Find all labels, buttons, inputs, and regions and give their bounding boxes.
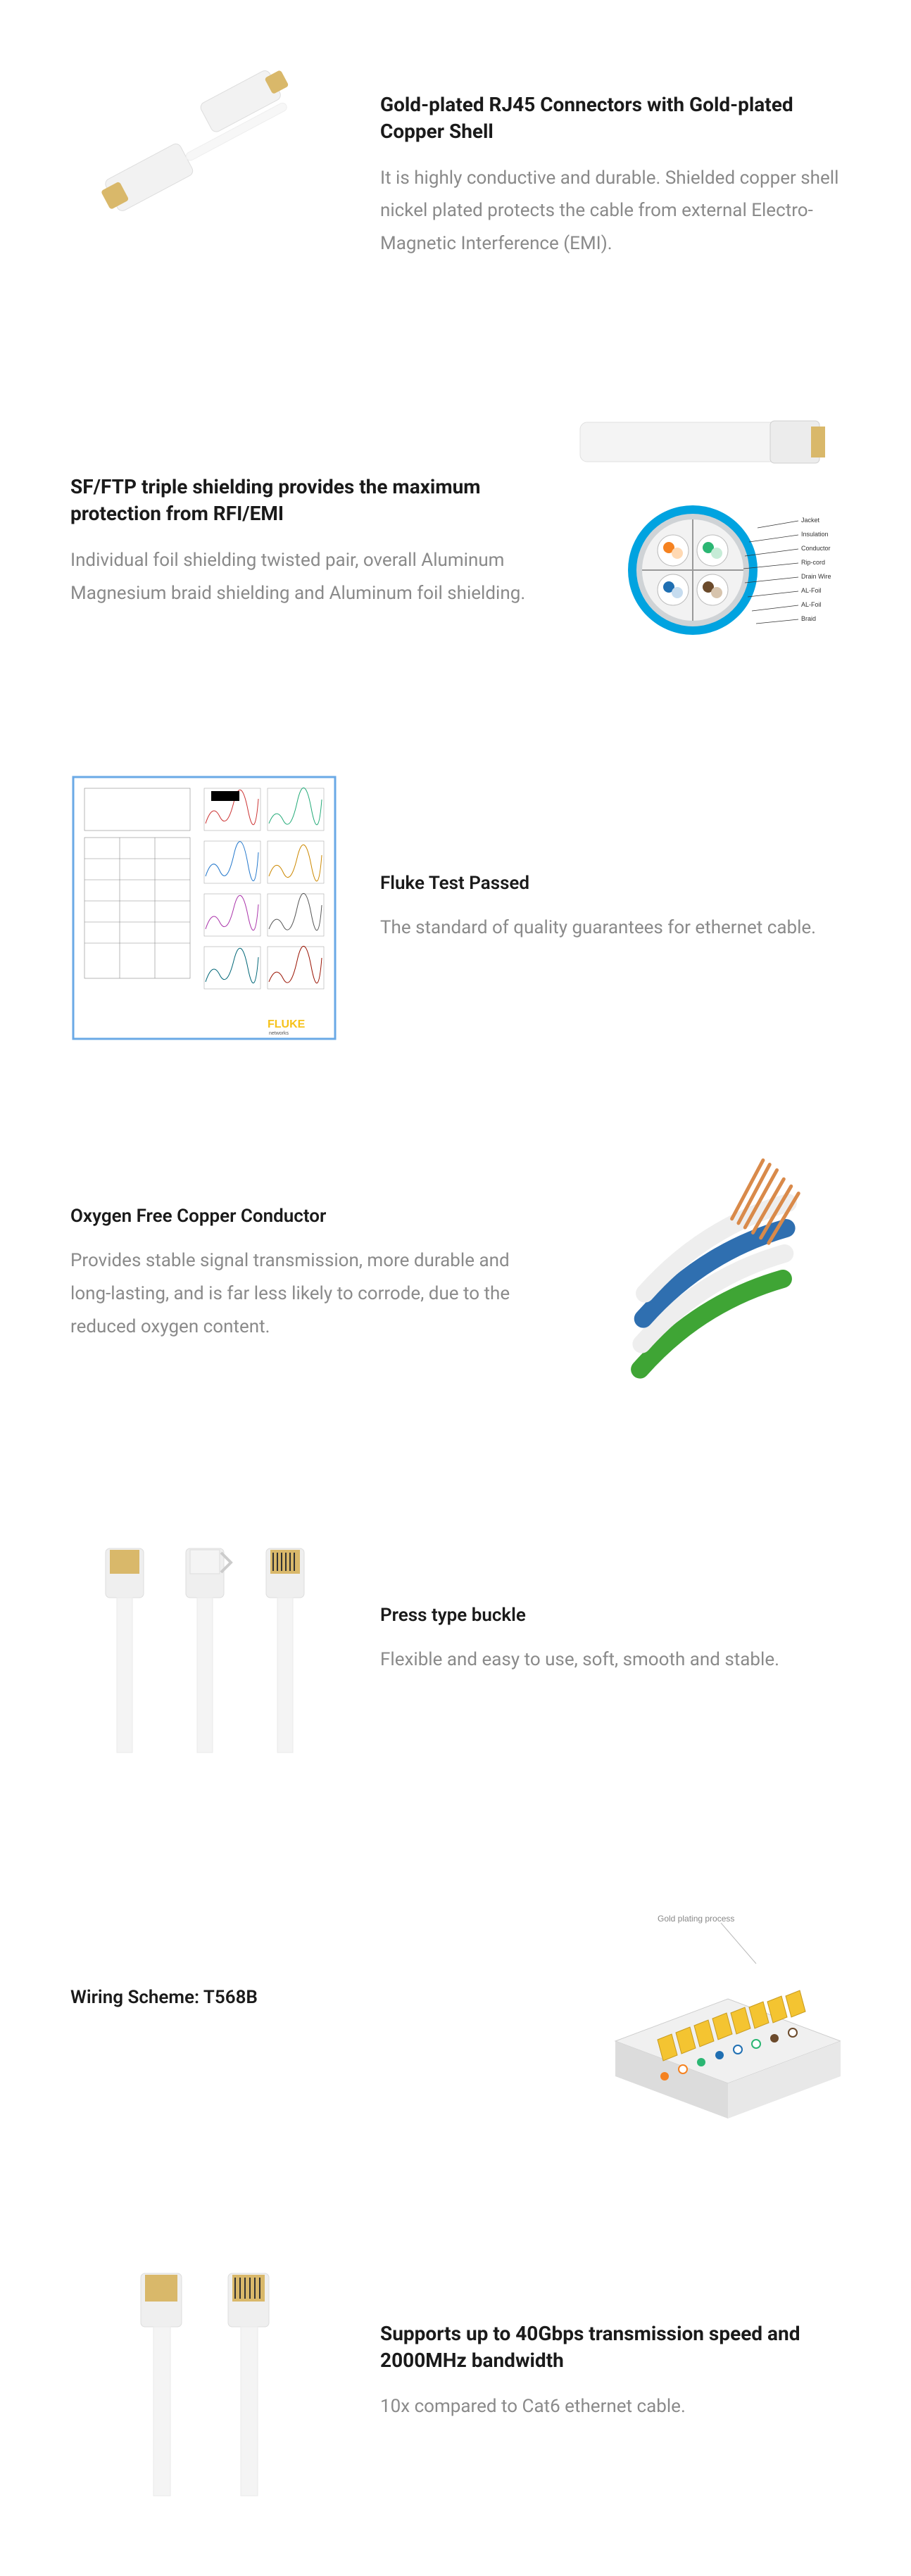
feature-gold-plated-rj45: Gold-plated RJ45 Connectors with Gold-pl… bbox=[70, 42, 841, 310]
feature-heading: Oxygen Free Copper Conductor bbox=[70, 1204, 531, 1229]
svg-text:Drain Wire: Drain Wire bbox=[801, 573, 831, 580]
feature-press-buckle: Press type buckle Flexible and easy to u… bbox=[70, 1506, 841, 1774]
feature-40gbps: Supports up to 40Gbps transmission speed… bbox=[70, 2238, 841, 2506]
image-t568b: Gold plating process bbox=[573, 1872, 841, 2140]
feature-oxygen-free-copper: Oxygen Free Copper Conductor Provides st… bbox=[70, 1140, 841, 1408]
feature-text: Oxygen Free Copper Conductor Provides st… bbox=[70, 1204, 531, 1343]
svg-text:Rip-cord: Rip-cord bbox=[801, 559, 825, 566]
feature-heading: SF/FTP triple shielding provides the max… bbox=[70, 474, 531, 527]
feature-heading: Gold-plated RJ45 Connectors with Gold-pl… bbox=[380, 91, 841, 145]
svg-text:Conductor: Conductor bbox=[801, 545, 831, 552]
svg-text:networks: networks bbox=[269, 1031, 289, 1036]
svg-text:AL-Foil: AL-Foil bbox=[801, 601, 822, 608]
svg-text:Braid: Braid bbox=[801, 615, 816, 622]
feature-body: The standard of quality guarantees for e… bbox=[380, 911, 841, 945]
feature-text: Wiring Scheme: T568B bbox=[70, 1985, 531, 2026]
feature-body: Individual foil shielding twisted pair, … bbox=[70, 544, 531, 610]
svg-text:Jacket: Jacket bbox=[801, 517, 820, 524]
feature-heading: Press type buckle bbox=[380, 1603, 841, 1628]
svg-text:Insulation: Insulation bbox=[801, 531, 829, 538]
feature-text: Press type buckle Flexible and easy to u… bbox=[380, 1603, 841, 1677]
svg-text:AL-Foil: AL-Foil bbox=[801, 587, 822, 594]
feature-body: It is highly conductive and durable. Shi… bbox=[380, 162, 841, 260]
image-fluke-report: FLUKE networks bbox=[70, 774, 338, 1042]
feature-text: Fluke Test Passed The standard of qualit… bbox=[380, 871, 841, 945]
feature-heading: Wiring Scheme: T568B bbox=[70, 1985, 531, 2010]
feature-sfftp-shielding: SF/FTP triple shielding provides the max… bbox=[70, 408, 841, 676]
feature-body: 10x compared to Cat6 ethernet cable. bbox=[380, 2390, 841, 2423]
svg-text:FLUKE: FLUKE bbox=[268, 1018, 306, 1030]
feature-fluke-test: FLUKE networks Fluke Test Passed The sta… bbox=[70, 774, 841, 1042]
svg-text:Gold plating process: Gold plating process bbox=[658, 1914, 734, 1924]
feature-body: Flexible and easy to use, soft, smooth a… bbox=[380, 1643, 841, 1677]
feature-text: SF/FTP triple shielding provides the max… bbox=[70, 474, 531, 610]
image-press-buckle bbox=[70, 1506, 338, 1774]
image-copper-wires bbox=[573, 1140, 841, 1408]
image-rj45-connectors bbox=[70, 42, 338, 310]
image-two-connectors bbox=[70, 2238, 338, 2506]
feature-body: Provides stable signal transmission, mor… bbox=[70, 1244, 531, 1343]
feature-wiring-scheme: Wiring Scheme: T568B Gold plating proces… bbox=[70, 1872, 841, 2140]
feature-text: Gold-plated RJ45 Connectors with Gold-pl… bbox=[380, 91, 841, 260]
feature-heading: Fluke Test Passed bbox=[380, 871, 841, 896]
image-cable-cross-section: Jacket Insulation Conductor Rip-cord Dra… bbox=[573, 408, 841, 676]
feature-text: Supports up to 40Gbps transmission speed… bbox=[380, 2321, 841, 2423]
feature-heading: Supports up to 40Gbps transmission speed… bbox=[380, 2321, 841, 2374]
